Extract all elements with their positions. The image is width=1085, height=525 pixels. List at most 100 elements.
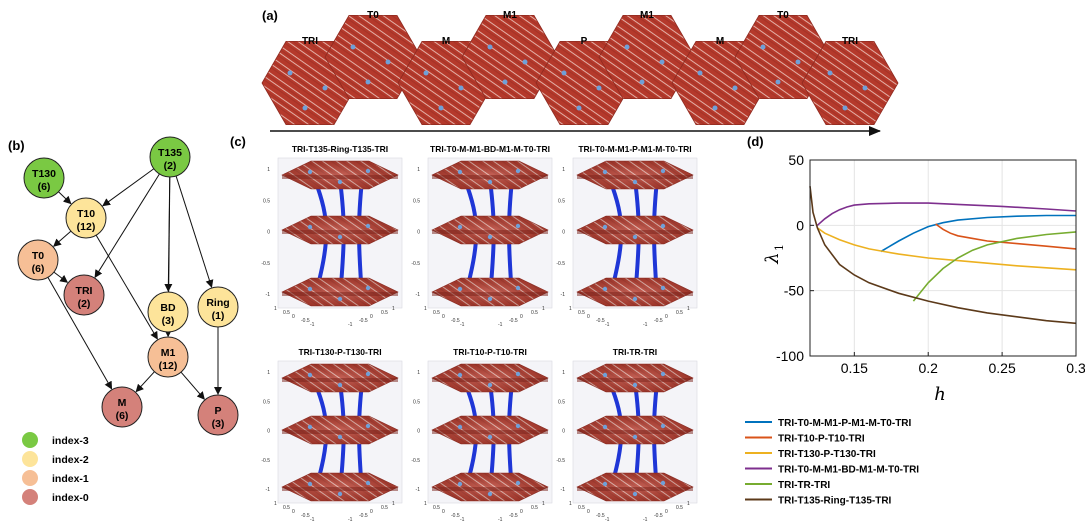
defect-dot: [522, 59, 528, 65]
director-slab: [281, 363, 399, 393]
director-slab: [576, 277, 694, 307]
slab-edge: [577, 175, 693, 179]
panel-label-d: (d): [747, 134, 764, 149]
defect-dot: [487, 234, 493, 240]
slab-edge: [432, 378, 548, 382]
defect-dot: [337, 296, 343, 302]
director-slab: [431, 160, 549, 190]
x-tick: 0: [587, 314, 590, 320]
defect-dot: [457, 424, 463, 430]
pathway-title: TRI-T0-M-M1-BD-M1-M-T0-TRI: [430, 144, 550, 154]
defect-dot: [862, 85, 868, 91]
legend-label: index-0: [52, 492, 89, 504]
edge-t10-m1: [95, 234, 158, 340]
chart-ticks: 0.15 0.2 0.25 0.3 50 0 -50 -100: [776, 152, 1085, 376]
z-tick: 0: [267, 429, 270, 435]
defect-dot: [365, 285, 371, 291]
defect-dot: [457, 286, 463, 292]
z-tick: -0.5: [411, 261, 420, 267]
hexagon-label: M1: [503, 10, 517, 21]
defect-dot: [632, 296, 638, 302]
node-name: T0: [32, 250, 44, 262]
y-tick: 0.5: [531, 310, 538, 316]
defect-dot: [660, 168, 666, 174]
x-tick: 0.5: [578, 505, 585, 511]
y-axis-label-sub: 1: [773, 244, 786, 251]
y-tick: 0.5: [381, 310, 388, 316]
hexagon-state: M1: [461, 10, 559, 99]
z-tick: -1: [561, 292, 566, 298]
defect-dot: [775, 79, 781, 85]
node-circle: [63, 274, 105, 316]
hexagon-label: T0: [777, 10, 789, 21]
pathway-plot: TRI-T10-P-T10-TRI10.50-0.5-110.50-0.5-1-…: [411, 347, 553, 523]
z-tick: 0.5: [558, 399, 565, 405]
z-tick: -1: [416, 487, 421, 493]
defect-dot: [457, 372, 463, 378]
defect-dot: [423, 70, 429, 76]
legend-entry-4: TRI-TR-TRI: [745, 480, 830, 491]
legend-label: TRI-T130-P-T130-TRI: [778, 449, 876, 460]
node-m1: M1(12): [147, 336, 189, 378]
node-circle: [65, 197, 107, 239]
pathway-plot: TRI-T0-M-M1-BD-M1-M-T0-TRI10.50-0.5-110.…: [411, 144, 553, 328]
node-name: P: [214, 405, 221, 417]
slab-edge: [432, 175, 548, 179]
node-count: (1): [212, 310, 225, 322]
defect-dot: [502, 79, 508, 85]
defect-dot: [365, 423, 371, 429]
x-tick-label: 0.2: [918, 360, 938, 376]
legend-swatch: [22, 470, 38, 486]
y-tick: -1: [498, 517, 503, 523]
y-tick: 0: [370, 314, 373, 320]
z-tick: -0.5: [261, 261, 270, 267]
z-tick: 1: [267, 370, 270, 376]
edge-m1-p: [180, 371, 205, 400]
legend-label: TRI-T0-M-M1-P-M1-M-T0-TRI: [778, 418, 912, 429]
z-tick: -1: [266, 292, 271, 298]
z-tick: -0.5: [411, 458, 420, 464]
node-circle: [147, 336, 189, 378]
legend-label: index-2: [52, 454, 89, 466]
defect-dot: [624, 44, 630, 50]
slab-edge: [282, 430, 398, 434]
chart-grid: [810, 159, 1077, 357]
x-tick: -0.5: [301, 318, 310, 324]
defect-dot: [365, 168, 371, 174]
node-name: M: [118, 397, 127, 409]
legend-label: index-3: [52, 435, 89, 447]
y-tick: -1: [498, 322, 503, 328]
edge-t0-tri: [53, 271, 69, 283]
y-axis-label: λ 1: [762, 244, 786, 265]
director-slab: [281, 160, 399, 190]
defect-dot: [307, 481, 313, 487]
y-tick: -1: [348, 517, 353, 523]
hexagon-state: T0: [324, 10, 422, 99]
pathway-plot: TRI-T130-P-T130-TRI10.50-0.5-110.50-0.5-…: [261, 347, 403, 523]
legend-label: TRI-T10-P-T10-TRI: [778, 434, 865, 445]
slab-edge: [577, 292, 693, 296]
legend-label: index-1: [52, 473, 89, 485]
legend-item-index-0: index-0: [22, 489, 89, 505]
z-tick: 1: [417, 167, 420, 173]
x-tick: 0.5: [433, 310, 440, 316]
defect-dot: [760, 44, 766, 50]
defect-dot: [632, 491, 638, 497]
defect-dot: [458, 85, 464, 91]
pathway-plot: TRI-T0-M-M1-P-M1-M-T0-TRI10.50-0.5-110.5…: [556, 144, 698, 328]
x-tick-label: 0.25: [988, 360, 1015, 376]
director-slab: [281, 277, 399, 307]
director-slab: [431, 415, 549, 445]
x-tick: -1: [310, 517, 315, 523]
y-tick: 0: [520, 509, 523, 515]
node-name: T135: [158, 147, 182, 159]
panel-a-hexagons: TRI T0 M M1 P M1 M T0 TRI: [261, 10, 899, 125]
x-tick: -1: [310, 322, 315, 328]
z-tick: -0.5: [261, 458, 270, 464]
defect-dot: [337, 491, 343, 497]
defect-dot: [365, 223, 371, 229]
z-tick: 0.5: [263, 198, 270, 204]
hexagon-state: TRI: [801, 36, 899, 125]
director-slab: [281, 472, 399, 502]
